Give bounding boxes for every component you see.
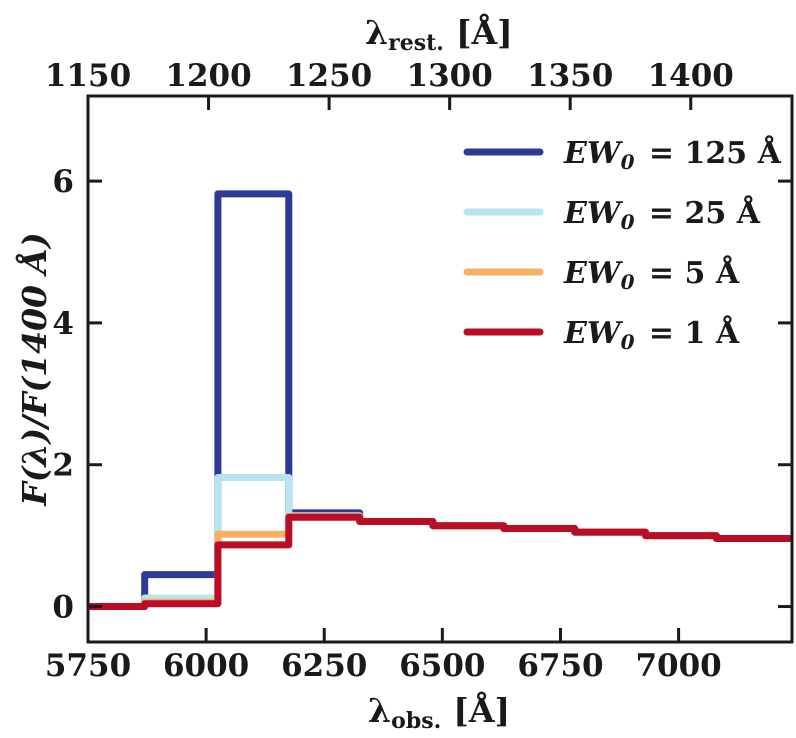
series-line-3: [88, 513, 792, 610]
x2-axis-title: λrest. [Å]: [365, 12, 513, 56]
x-tick-label: 6250: [281, 648, 367, 684]
legend-label-3: EW0 = 5 Å: [563, 255, 740, 294]
x2-axis-title-unit: [Å]: [456, 12, 513, 52]
series-line-2: [88, 474, 792, 610]
x-tick-label: 6750: [517, 648, 603, 684]
x2-tick-label: 1400: [648, 58, 734, 94]
x-tick-label: 6000: [163, 648, 249, 684]
x2-tick-label: 1350: [527, 58, 613, 94]
x2-tick-label: 1200: [165, 58, 251, 94]
y-tick-label: 2: [52, 448, 74, 484]
y-tick-label: 0: [52, 590, 74, 626]
x-tick-label: 7000: [635, 648, 721, 684]
series-layer: [88, 190, 792, 610]
tick-layer: 5750 6000 6250 6500 6750 7000 1150 1200 1250 1300…: [45, 58, 792, 684]
x-axis-title-main: λ: [368, 691, 391, 730]
x2-tick-label: 1250: [286, 58, 372, 94]
legend-label-4: EW0 = 1 Å: [563, 315, 740, 354]
x2-axis-title-sub: rest.: [388, 30, 444, 56]
y-tick-label: 4: [52, 306, 74, 342]
x2-tick-label: 1300: [407, 58, 493, 94]
legend-label-1: EW0 = 125 Å: [563, 135, 782, 174]
x2-axis-title-main: λ: [365, 13, 388, 52]
x2-tick-label: 1150: [45, 58, 131, 94]
plot-frame: [86, 94, 794, 644]
series-line-4: [88, 513, 792, 610]
y-tick-label: 6: [52, 164, 74, 200]
x-tick-label: 6500: [399, 648, 485, 684]
x-tick-label: 5750: [45, 648, 131, 684]
y-axis-title: F(λ)/F(1400 Å): [14, 232, 54, 506]
legend-label-2: EW0 = 25 Å: [563, 195, 761, 234]
x-axis-title: λobs. [Å]: [368, 690, 510, 734]
legend: EW0 = 125 Å EW0 = 25 Å EW0 = 5 Å EW0 = 1 Å: [463, 135, 782, 354]
x-axis-title-sub: obs.: [391, 708, 441, 734]
x-axis-title-unit: [Å]: [453, 690, 510, 730]
